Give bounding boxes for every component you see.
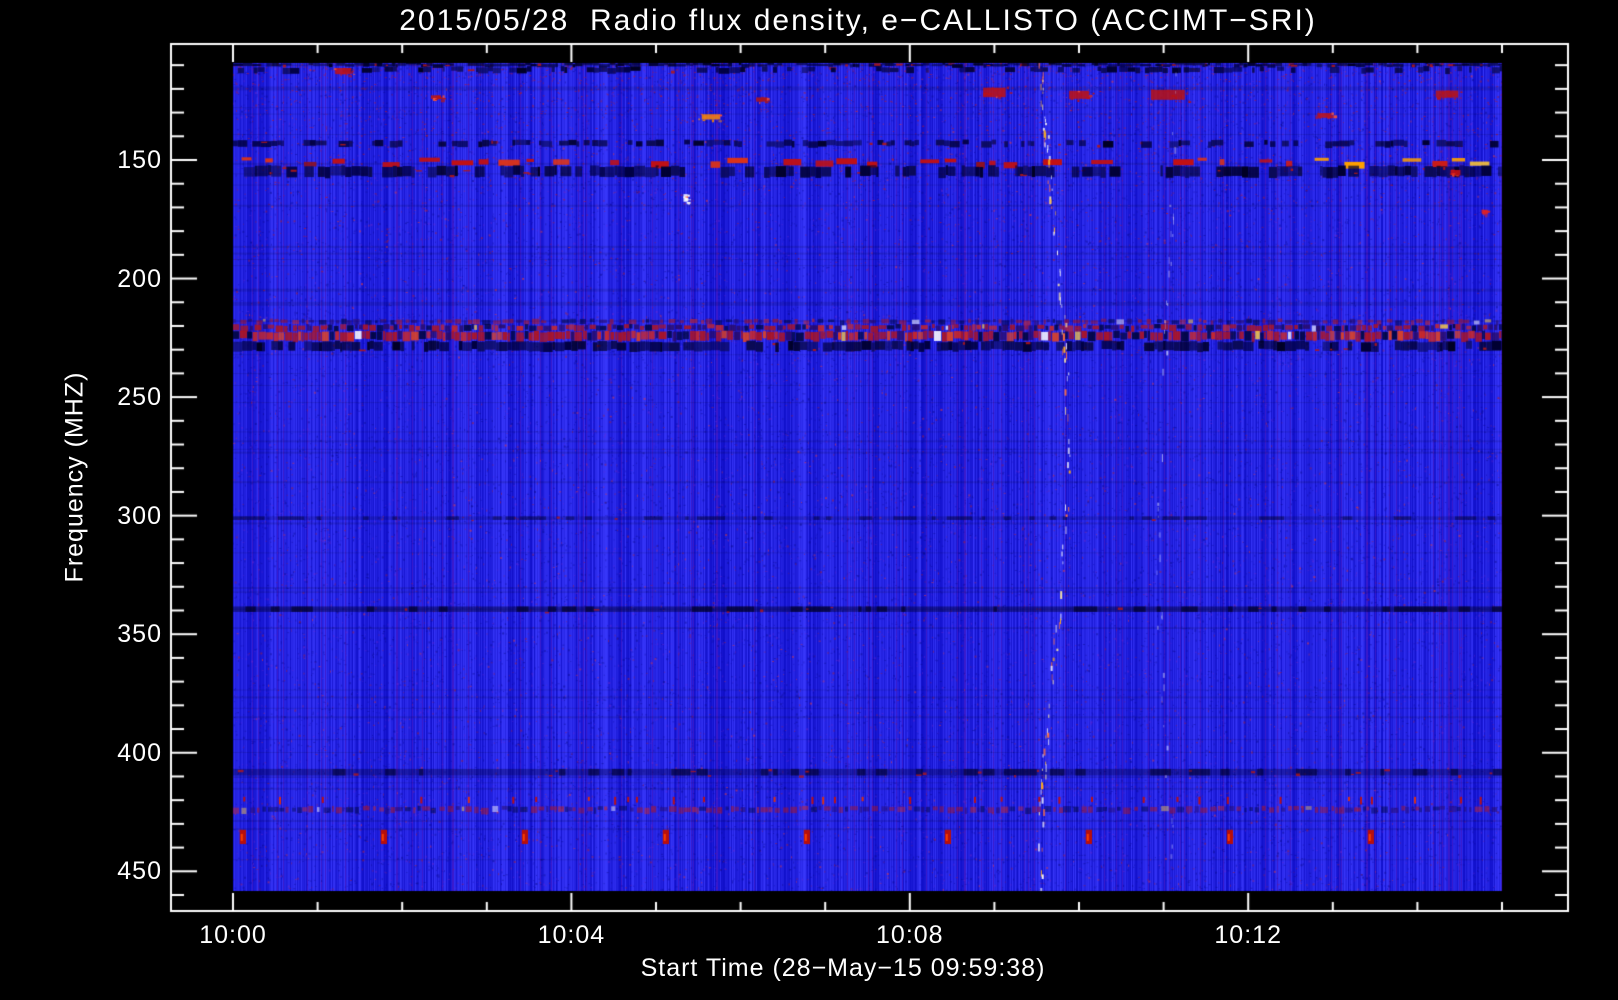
y-tick-label-250: 250 bbox=[117, 383, 162, 412]
y-tick-label-300: 300 bbox=[117, 501, 162, 530]
y-tick-label-450: 450 bbox=[117, 857, 162, 886]
x-tick-label-10:08: 10:08 bbox=[876, 921, 944, 949]
plot-title: 2015/05/28 Radio flux density, e−CALLIST… bbox=[399, 4, 1317, 37]
y-tick-label-400: 400 bbox=[117, 738, 162, 767]
y-tick-label-200: 200 bbox=[117, 264, 162, 293]
x-tick-label-10:04: 10:04 bbox=[537, 921, 606, 949]
x-axis-label: Start Time (28−May−15 09:59:38) bbox=[640, 954, 1046, 982]
x-tick-label-10:12: 10:12 bbox=[1214, 921, 1282, 949]
x-tick-label-10:00: 10:00 bbox=[199, 921, 267, 949]
y-tick-label-150: 150 bbox=[117, 146, 162, 174]
y-tick-label-350: 350 bbox=[117, 620, 162, 649]
